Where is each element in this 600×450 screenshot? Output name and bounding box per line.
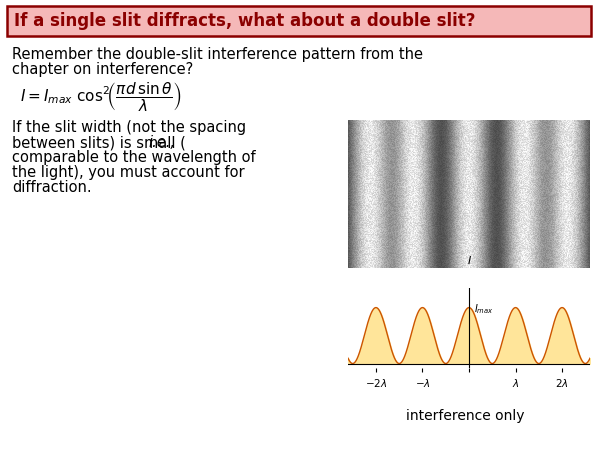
Text: If a single slit diffracts, what about a double slit?: If a single slit diffracts, what about a… (14, 12, 476, 30)
Text: comparable to the wavelength of: comparable to the wavelength of (12, 150, 256, 165)
Text: If the slit width (not the spacing: If the slit width (not the spacing (12, 120, 246, 135)
Text: interference only: interference only (406, 409, 524, 423)
Text: $I_{max}$: $I_{max}$ (474, 302, 494, 316)
FancyBboxPatch shape (7, 6, 591, 36)
Text: $I = I_{max}\ \mathsf{cos}^2\!\left(\dfrac{\pi d\,\sin\theta}{\lambda}\right)$: $I = I_{max}\ \mathsf{cos}^2\!\left(\dfr… (20, 80, 182, 113)
Text: i.e.,: i.e., (148, 135, 175, 150)
Text: Remember the double-slit interference pattern from the: Remember the double-slit interference pa… (12, 47, 423, 62)
Text: chapter on interference?: chapter on interference? (12, 62, 193, 77)
Text: diffraction.: diffraction. (12, 180, 92, 195)
Text: between slits) is small (: between slits) is small ( (12, 135, 186, 150)
Text: $I$: $I$ (467, 254, 472, 266)
Text: the light), you must account for: the light), you must account for (12, 165, 245, 180)
